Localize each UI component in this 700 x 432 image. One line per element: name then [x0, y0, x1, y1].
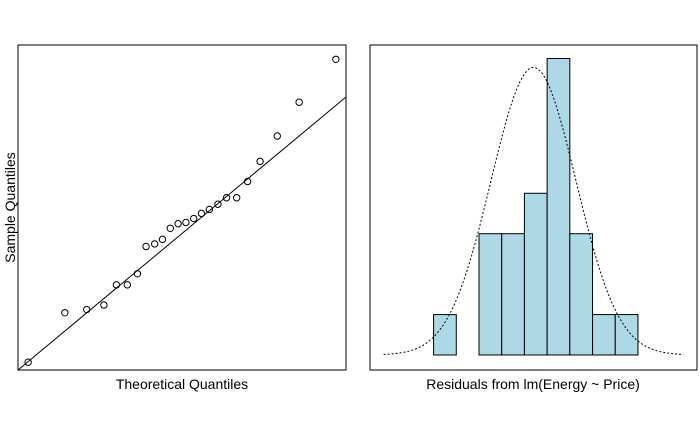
qq-x-axis-label: Theoretical Quantiles	[116, 376, 248, 392]
qq-point	[150, 240, 159, 248]
histogram-bar	[478, 233, 503, 356]
histogram-marks	[383, 57, 684, 356]
qq-point	[83, 305, 91, 314]
qq-point	[256, 157, 264, 166]
qq-point	[295, 98, 303, 106]
histogram-bar	[546, 57, 571, 356]
normal-density-curve	[383, 66, 684, 355]
qq-point	[174, 220, 182, 228]
qq-point	[182, 218, 190, 227]
qq-point	[112, 281, 121, 289]
qq-point	[142, 242, 150, 251]
histogram-bar	[433, 314, 457, 356]
qq-point	[133, 270, 142, 278]
histogram-bar	[614, 314, 639, 356]
qq-point	[243, 177, 252, 186]
qq-point	[158, 235, 167, 244]
qq-point	[61, 309, 69, 317]
qq-point	[214, 200, 222, 208]
qq-reference-line	[18, 96, 346, 370]
histogram-x-axis-label: Residuals from lm(Energy ~ Price)	[426, 376, 640, 392]
qq-point	[273, 132, 281, 140]
qq-point	[222, 194, 231, 202]
qq-point	[332, 55, 340, 63]
histogram-panel: Residuals from lm(Energy ~ Price)	[369, 44, 698, 392]
qq-plot-frame	[17, 44, 347, 371]
histogram-frame	[369, 44, 698, 371]
qq-point	[190, 214, 198, 223]
histogram-bar	[523, 192, 548, 356]
histogram-bar	[592, 314, 616, 356]
qq-point	[100, 301, 108, 309]
qq-point	[205, 205, 214, 214]
qq-y-axis-label: Sample Quantiles	[2, 152, 18, 263]
histogram-bar	[501, 233, 525, 356]
qq-point	[24, 358, 32, 366]
qq-point	[197, 209, 206, 218]
qq-point	[166, 224, 174, 233]
qq-plot-marks	[18, 55, 346, 370]
qq-plot-panel: Theoretical Quantiles Sample Quantiles	[2, 44, 347, 392]
qq-point	[232, 194, 241, 202]
histogram-bar	[569, 233, 594, 356]
qq-point	[123, 281, 132, 289]
